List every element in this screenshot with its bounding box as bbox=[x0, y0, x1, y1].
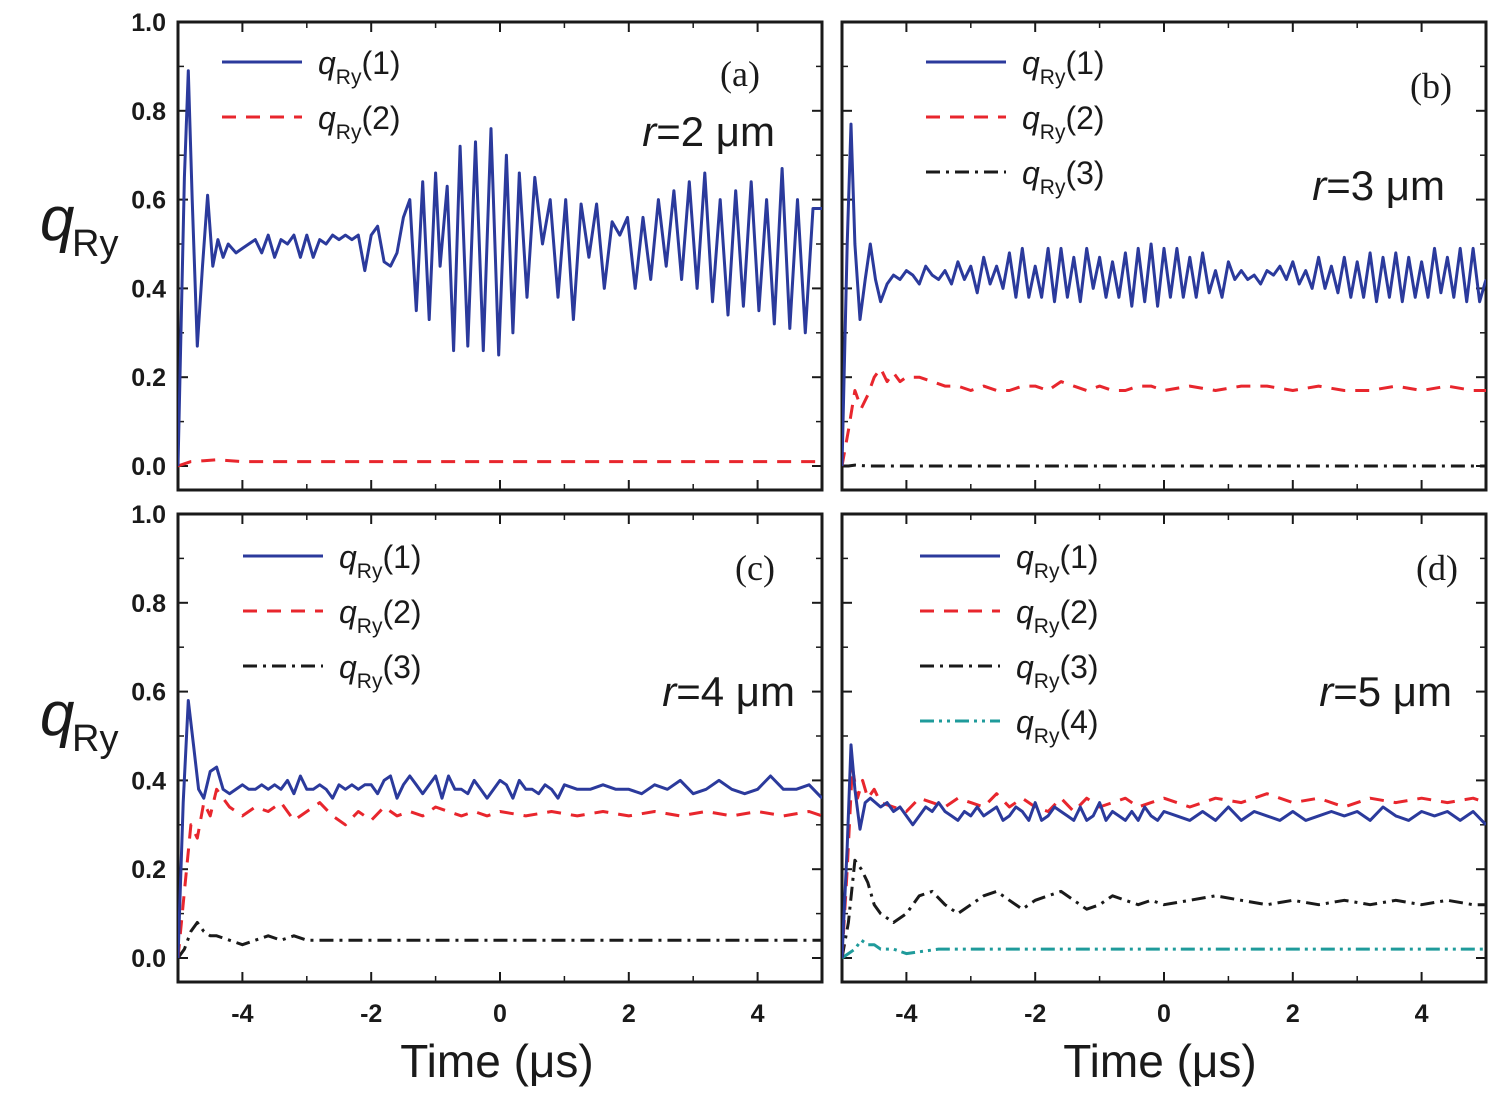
x-tick-label: 4 bbox=[751, 1000, 765, 1028]
y-axis-label-sub: Ry bbox=[72, 718, 118, 760]
legend-label-q2: qRy(2) bbox=[1016, 594, 1099, 638]
panel-label: (c) bbox=[735, 548, 775, 588]
legend-label-q2: qRy(2) bbox=[1022, 100, 1105, 144]
x-tick-label: -4 bbox=[231, 1000, 253, 1028]
legend-label-q2: qRy(2) bbox=[339, 594, 422, 638]
legend-label-q3: qRy(3) bbox=[1016, 649, 1099, 693]
plot-frame bbox=[176, 512, 824, 984]
y-tick-label: 1.0 bbox=[131, 501, 166, 529]
series-line-q1 bbox=[842, 122, 1486, 467]
legend-label-q3: qRy(3) bbox=[1022, 155, 1105, 199]
series-line-q3 bbox=[178, 921, 822, 959]
legend-label-q2: qRy(2) bbox=[318, 100, 401, 144]
x-tick-label: 2 bbox=[622, 1000, 636, 1028]
x-tick-label: 0 bbox=[1157, 1000, 1171, 1028]
y-tick-label: 0.8 bbox=[131, 590, 166, 618]
y-axis-label-sub: Ry bbox=[72, 223, 118, 265]
r-label: r=4 μm bbox=[662, 668, 795, 715]
legend-label-q1: qRy(1) bbox=[339, 539, 422, 583]
series-group bbox=[178, 699, 822, 959]
legend-label-q1: qRy(1) bbox=[318, 45, 401, 89]
x-tick-label: -2 bbox=[360, 1000, 382, 1028]
y-tick-label: 0.6 bbox=[131, 187, 166, 215]
series-line-q2 bbox=[178, 458, 822, 468]
y-tick-label: 0.4 bbox=[131, 275, 166, 303]
series-line-q1 bbox=[178, 699, 822, 959]
x-axis-label-left: Time (μs) bbox=[400, 1035, 593, 1087]
legend-label-q3: qRy(3) bbox=[339, 649, 422, 693]
panel-a: 0.0 0.2 0.4 0.6 0.8 1.0 qRy(1) qRy(2) (a) r=2 μm bbox=[131, 9, 824, 492]
y-tick-label: 0.6 bbox=[131, 679, 166, 707]
y-tick-label: 0.2 bbox=[131, 364, 166, 392]
plot-frame bbox=[840, 512, 1488, 984]
series-group bbox=[842, 743, 1486, 960]
y-tick-label: 0.8 bbox=[131, 98, 166, 126]
legend-label-q4: qRy(4) bbox=[1016, 704, 1099, 748]
y-axis-label-q: q bbox=[40, 185, 75, 254]
series-line-q2 bbox=[842, 765, 1486, 959]
x-tick-label: 0 bbox=[493, 1000, 507, 1028]
series-line-q3 bbox=[842, 463, 1486, 468]
series-line-q4 bbox=[842, 938, 1486, 960]
y-tick-label: 0.4 bbox=[131, 767, 166, 795]
series-group bbox=[842, 122, 1486, 468]
panel-d: -4 -2 0 2 4 qRy(1) qRy(2) qRy(3) qRy(4) (d) r=5 μm bbox=[840, 512, 1488, 1028]
x-tick-label: 4 bbox=[1415, 1000, 1429, 1028]
series-line-q1 bbox=[178, 69, 822, 467]
x-tick-label: -2 bbox=[1024, 1000, 1046, 1028]
r-label: r=5 μm bbox=[1319, 668, 1452, 715]
y-tick-label: 0.2 bbox=[131, 856, 166, 884]
panel-label: (b) bbox=[1410, 66, 1452, 106]
y-axis-label-top: q Ry bbox=[40, 185, 118, 265]
legend-label-q1: qRy(1) bbox=[1016, 539, 1099, 583]
series-line-q2 bbox=[178, 787, 822, 959]
series-line-q3 bbox=[842, 858, 1486, 959]
y-tick-label: 0.0 bbox=[131, 945, 166, 973]
series-line-q2 bbox=[842, 366, 1486, 467]
panel-label: (d) bbox=[1416, 548, 1458, 588]
r-label: r=2 μm bbox=[642, 108, 775, 155]
y-tick-label: 1.0 bbox=[131, 9, 166, 37]
x-axis-label-right: Time (μs) bbox=[1063, 1035, 1256, 1087]
legend-label-q1: qRy(1) bbox=[1022, 45, 1105, 89]
x-tick-label: -4 bbox=[895, 1000, 917, 1028]
series-line-q1 bbox=[842, 743, 1486, 959]
y-tick-label: 0.0 bbox=[131, 453, 166, 481]
x-tick-label: 2 bbox=[1286, 1000, 1300, 1028]
y-axis-label-bottom: q Ry bbox=[40, 680, 118, 760]
y-axis-label-q: q bbox=[40, 680, 75, 749]
r-label: r=3 μm bbox=[1312, 162, 1445, 209]
series-group bbox=[178, 69, 822, 468]
panel-c: 0.0 0.2 0.4 0.6 0.8 1.0 -4 -2 0 2 4 qRy(1) qRy(2) qRy… bbox=[131, 501, 824, 1028]
panel-b: qRy(1) qRy(2) qRy(3) (b) r=3 μm bbox=[840, 20, 1488, 492]
panel-label: (a) bbox=[720, 54, 760, 94]
